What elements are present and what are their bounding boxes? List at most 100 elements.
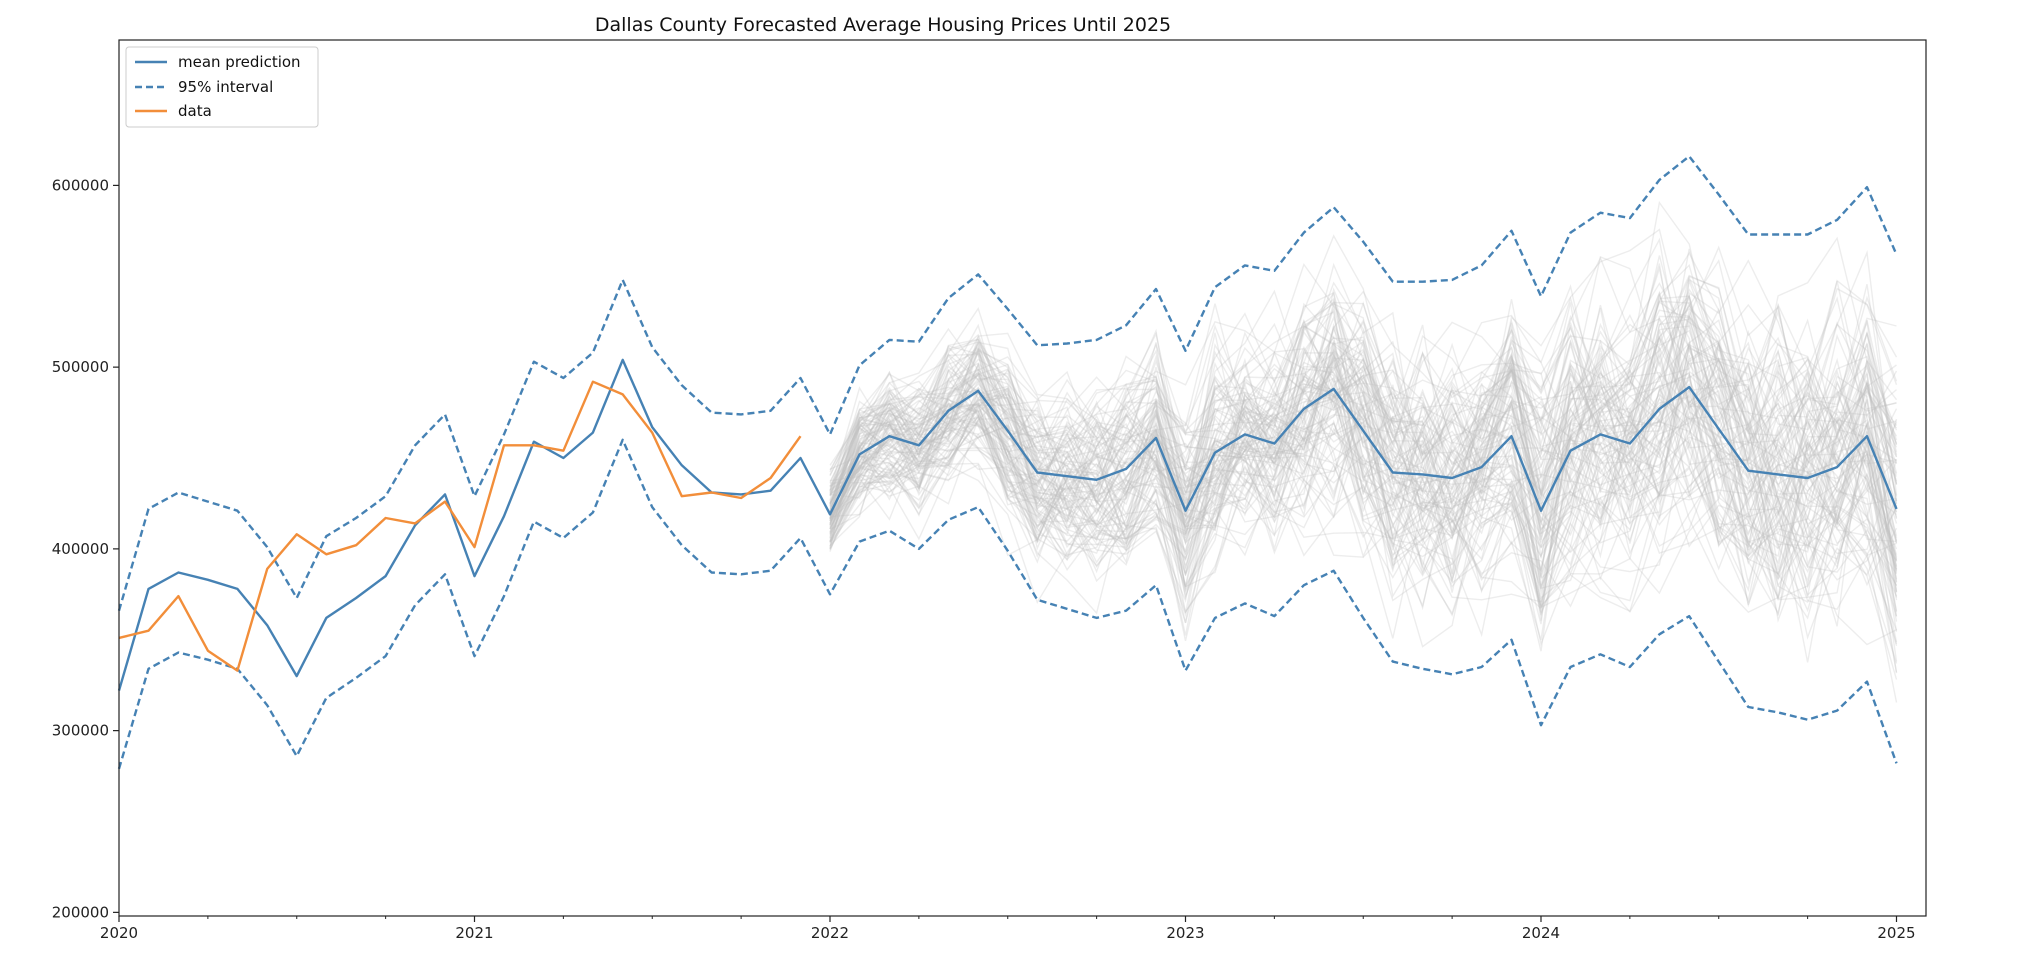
forecast-sample-line [829, 343, 1898, 593]
forecast-sample-line [829, 308, 1898, 593]
forecast-sample-line [829, 236, 1898, 529]
forecast-sample-line [829, 327, 1898, 570]
forecast-sample-line [829, 301, 1898, 562]
y-tick-label: 200000 [52, 903, 109, 921]
forecast-sample-line [829, 336, 1898, 541]
forecast-sample-line [829, 263, 1898, 603]
forecast-sample-line [829, 302, 1898, 593]
forecast-sample-line [829, 301, 1898, 598]
forecast-sample-line [829, 359, 1898, 553]
forecast-sample-line [829, 255, 1898, 613]
forecast-samples [829, 200, 1898, 703]
forecast-sample-line [829, 303, 1898, 575]
forecast-sample-line [829, 255, 1898, 674]
forecast-sample-line [829, 281, 1897, 641]
x-tick-label: 2024 [1522, 924, 1560, 942]
forecast-sample-line [829, 234, 1898, 578]
forecast-sample-line [829, 332, 1898, 615]
x-tick-label: 2020 [100, 924, 138, 942]
forecast-sample-line [829, 344, 1898, 664]
forecast-sample-line [829, 275, 1897, 600]
forecast-sample-line [829, 294, 1898, 586]
forecast-sample-line [829, 276, 1897, 616]
forecast-sample-line [829, 328, 1898, 640]
forecast-sample-line [829, 362, 1898, 638]
forecast-sample-line [829, 301, 1898, 580]
forecast-sample-line [829, 332, 1898, 546]
forecast-sample-line [829, 282, 1898, 703]
forecast-sample-line [829, 299, 1898, 616]
forecast-sample-line [829, 262, 1898, 578]
forecast-sample-line [829, 263, 1898, 582]
forecast-sample-line [829, 309, 1898, 562]
forecast-sample-line [829, 319, 1898, 571]
forecast-sample-line [829, 291, 1898, 584]
forecast-sample-line [829, 324, 1898, 556]
forecast-sample-line [829, 324, 1898, 558]
forecast-sample-line [829, 335, 1897, 611]
forecast-sample-line [829, 278, 1898, 556]
forecast-sample-line [829, 287, 1898, 592]
forecast-sample-line [829, 357, 1898, 673]
forecast-sample-line [829, 299, 1898, 643]
forecast-sample-line [829, 343, 1898, 544]
legend-label-data: data [178, 102, 212, 120]
forecast-sample-line [829, 294, 1898, 627]
forecast-sample-line [829, 307, 1898, 546]
forecast-sample-line [829, 304, 1898, 512]
y-tick-label: 600000 [52, 176, 109, 194]
forecast-sample-line [829, 357, 1898, 625]
forecast-sample-line [829, 293, 1898, 647]
x-tick-label: 2022 [811, 924, 849, 942]
forecast-sample-line [829, 295, 1898, 538]
forecast-sample-line [829, 307, 1898, 617]
forecast-sample-line [829, 274, 1897, 588]
forecast-sample-line [829, 307, 1898, 631]
legend: mean prediction 95% interval data [125, 46, 319, 128]
forecast-sample-line [829, 333, 1898, 617]
forecast-sample-line [829, 314, 1898, 614]
forecast-sample-line [829, 303, 1898, 680]
forecast-sample-line [829, 319, 1897, 608]
y-tick-label: 400000 [52, 540, 109, 558]
forecast-sample-line [829, 352, 1898, 603]
forecast-sample-line [829, 319, 1898, 612]
forecast-sample-line [829, 322, 1898, 556]
forecast-sample-line [829, 326, 1898, 646]
forecast-sample-line [829, 284, 1898, 593]
legend-label-mean: mean prediction [178, 53, 301, 71]
forecast-sample-line [829, 228, 1898, 639]
forecast-sample-line [829, 262, 1898, 645]
forecast-sample-line [829, 352, 1898, 620]
forecast-sample-line [829, 297, 1898, 614]
forecast-sample-line [829, 320, 1898, 608]
forecast-sample-line [829, 302, 1898, 575]
interval-series-line [117, 155, 1898, 612]
forecast-sample-line [829, 295, 1898, 602]
forecast-sample-line [829, 321, 1898, 618]
forecast-sample-line [829, 329, 1897, 613]
forecast-sample-line [829, 259, 1898, 572]
forecast-sample-line [829, 330, 1898, 550]
forecast-sample-line [829, 345, 1898, 583]
forecast-sample-line [829, 379, 1898, 614]
legend-label-interval: 95% interval [178, 78, 273, 96]
forecast-sample-line [829, 245, 1897, 541]
forecast-sample-line [829, 325, 1898, 652]
forecast-sample-line [829, 256, 1898, 561]
plot-frame [118, 39, 1927, 917]
x-tick-label: 2025 [1877, 924, 1915, 942]
forecast-sample-line [829, 341, 1898, 558]
forecast-sample-line [829, 311, 1898, 601]
interval-series-line [117, 438, 1898, 770]
forecast-sample-line [829, 301, 1898, 624]
data-series-line [118, 380, 802, 672]
forecast-sample-line [829, 318, 1898, 537]
forecast-sample-line [829, 291, 1898, 542]
forecast-sample-line [829, 356, 1898, 610]
forecast-sample-line [829, 321, 1898, 583]
x-tick-label: 2021 [455, 924, 493, 942]
forecast-sample-line [829, 329, 1898, 613]
forecast-sample-line [829, 339, 1897, 534]
